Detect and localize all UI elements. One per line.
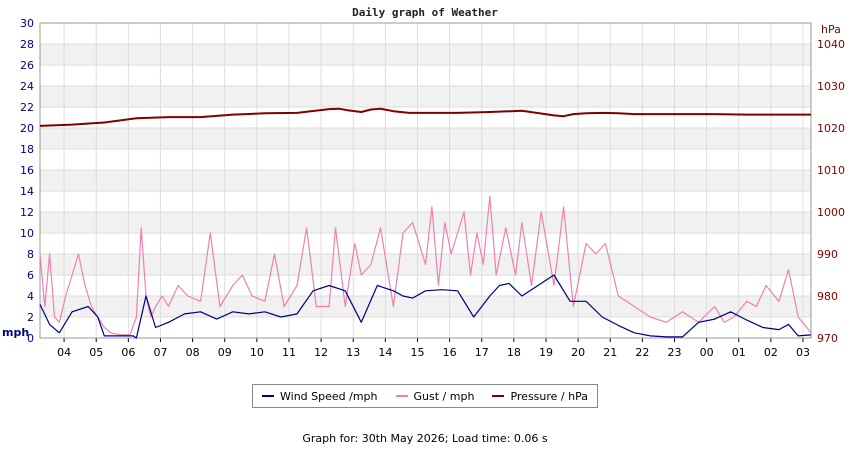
grid-band [40,191,811,212]
x-tick-label: 23 [667,346,681,359]
legend-label-pressure: Pressure / hPa [510,389,588,403]
y-tick-label-left: 26 [20,59,34,72]
y-tick-label-left: 8 [27,248,34,261]
footer-status: Graph for: 30th May 2026; Load time: 0.0… [302,432,548,445]
grid-band [40,86,811,107]
grid-band [40,317,811,338]
grid-band [40,44,811,65]
pressure-swatch [492,395,505,397]
series-line-wind [39,274,812,339]
x-tick-label: 14 [378,346,392,359]
y-tick-label-left: 10 [20,227,34,240]
x-tick-label: 04 [57,346,71,359]
y-tick-label-left: 12 [20,206,34,219]
grid-band [40,212,811,233]
legend: Wind Speed /mph Gust / mph Pressure / hP… [252,384,598,408]
y-axis-label-left: mph [2,326,29,339]
y-tick-label-right: 1010 [817,164,845,177]
gust-swatch [395,395,408,397]
x-tick-label: 11 [282,346,296,359]
y-tick-label-left: 18 [20,143,34,156]
y-tick-label-left: 22 [20,101,34,114]
x-tick-label: 13 [346,346,360,359]
y-tick-label-right: 1030 [817,80,845,93]
legend-label-wind: Wind Speed /mph [280,389,378,403]
y-tick-label-left: 0 [27,332,34,345]
grid-band [40,233,811,254]
wind-swatch [262,395,274,397]
grid-band [40,65,811,86]
y-tick-label-left: 28 [20,38,34,51]
y-tick-label-right: 1020 [817,122,845,135]
series-line-pressure [39,107,811,127]
x-tick-label: 02 [764,346,778,359]
x-tick-label: 18 [507,346,521,359]
x-tick-label: 06 [121,346,135,359]
legend-label-gust: Gust / mph [413,389,475,403]
x-tick-label: 08 [186,346,200,359]
x-tick-label: 12 [314,346,328,359]
grid-band [40,149,811,170]
chart-title: Daily graph of Weather [352,6,498,19]
y-tick-label-left: 24 [20,80,34,93]
x-tick-label: 16 [443,346,457,359]
y-tick-label-right: 1040 [817,38,845,51]
y-tick-label-left: 4 [27,290,34,303]
grid-band [40,275,811,296]
legend-item-wind: Wind Speed /mph [262,390,378,403]
x-tick-label: 17 [475,346,489,359]
x-tick-label: 03 [796,346,810,359]
y-tick-label-right: 990 [817,248,838,261]
x-tick-label: 07 [153,346,167,359]
y-tick-label-right: 970 [817,332,838,345]
y-tick-label-left: 6 [27,269,34,282]
x-tick-label: 19 [539,346,553,359]
x-tick-label: 15 [410,346,424,359]
x-tick-label: 20 [571,346,585,359]
grid-band [40,128,811,149]
series-line-gust [39,195,812,336]
x-tick-label: 09 [218,346,232,359]
grid-band [40,107,811,128]
x-tick-label: 21 [603,346,617,359]
x-tick-label: 00 [700,346,714,359]
legend-item-pressure: Pressure / hPa [492,390,588,403]
x-tick-label: 10 [250,346,264,359]
legend-item-gust: Gust / mph [395,389,475,403]
x-tick-label: 01 [732,346,746,359]
x-tick-label: 05 [89,346,103,359]
plot-border [39,22,812,339]
y-tick-label-left: 2 [27,311,34,324]
y-axis-label-right: hPa [821,23,841,36]
grid-band [40,23,811,44]
y-tick-label-right: 1000 [817,206,845,219]
y-tick-label-left: 14 [20,185,34,198]
grid-band [40,170,811,191]
x-tick-label: 22 [635,346,649,359]
y-tick-label-left: 30 [20,17,34,30]
y-tick-label-right: 980 [817,290,838,303]
y-tick-label-left: 16 [20,164,34,177]
y-tick-label-left: 20 [20,122,34,135]
